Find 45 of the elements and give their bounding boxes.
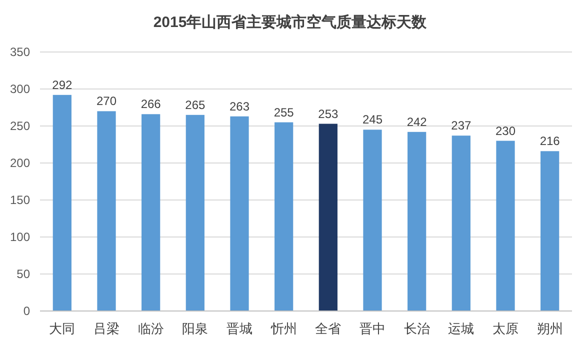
bar — [318, 124, 338, 311]
x-tick-label: 忻州 — [270, 321, 297, 336]
bar — [452, 136, 470, 311]
data-label: 292 — [52, 78, 72, 92]
x-tick-label: 大同 — [49, 321, 76, 336]
data-label: 216 — [540, 134, 560, 148]
y-tick-label: 0 — [23, 304, 30, 318]
data-label: 265 — [185, 98, 206, 112]
x-tick-label: 临汾 — [138, 321, 164, 336]
x-tick-label: 朔州 — [536, 321, 563, 336]
data-label: 237 — [451, 118, 472, 133]
data-label: 245 — [362, 112, 383, 127]
bar — [230, 116, 249, 311]
x-tick-label: 晋中 — [360, 321, 386, 336]
x-tick-label: 全省 — [315, 321, 342, 336]
bar — [142, 114, 160, 311]
chart-title: 2015年山西省主要城市空气质量达标天数 — [153, 13, 428, 31]
x-tick-label: 阳泉 — [182, 321, 208, 336]
x-tick-label: 太原 — [492, 321, 518, 336]
y-tick-label: 250 — [10, 119, 30, 133]
bar — [363, 130, 382, 311]
data-label: 266 — [140, 97, 162, 112]
y-tick-label: 50 — [16, 267, 30, 281]
bar — [52, 94, 72, 311]
data-label: 253 — [318, 106, 338, 121]
x-tick-label: 晋城 — [226, 321, 252, 336]
bar — [408, 132, 426, 311]
data-label: 242 — [406, 114, 428, 129]
x-tick-label: 吕梁 — [94, 321, 120, 336]
data-label: 263 — [229, 99, 250, 114]
bar — [274, 122, 294, 311]
data-label: 255 — [274, 105, 294, 120]
bar — [97, 111, 116, 311]
bar — [496, 140, 515, 311]
x-tick-label: 长治 — [404, 321, 430, 336]
data-label: 270 — [96, 94, 117, 108]
y-tick-label: 300 — [10, 82, 30, 96]
y-tick-label: 350 — [10, 45, 30, 59]
bar — [186, 114, 204, 311]
data-label: 230 — [495, 124, 516, 138]
y-tick-label: 200 — [10, 156, 30, 170]
bar — [540, 151, 560, 311]
x-tick-label: 运城 — [448, 321, 474, 336]
y-tick-label: 150 — [10, 193, 30, 207]
y-tick-label: 100 — [10, 230, 30, 244]
